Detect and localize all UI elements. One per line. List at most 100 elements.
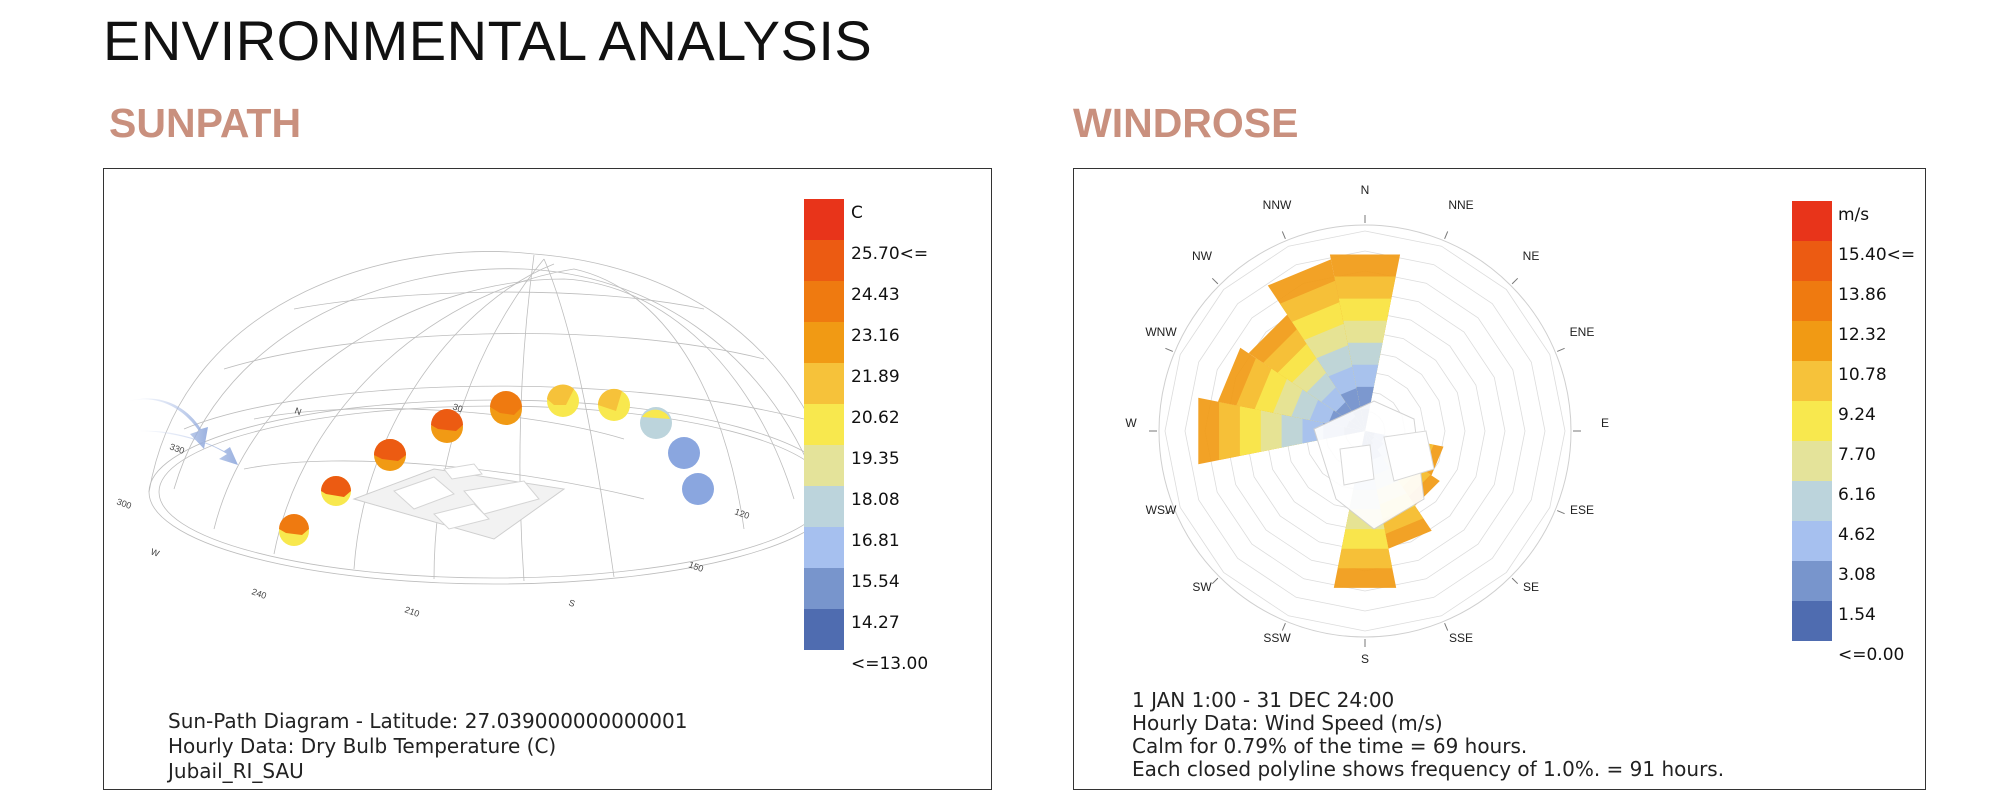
legend-swatch <box>1792 521 1832 561</box>
direction-tick <box>1211 577 1219 585</box>
sun-marker <box>279 514 309 546</box>
sunpath-legend-label: 14.27 <box>851 613 900 633</box>
sun-marker <box>374 439 406 471</box>
legend-swatch <box>804 445 844 486</box>
legend-swatch <box>1792 281 1832 321</box>
legend-swatch <box>1792 441 1832 481</box>
windrose-legend-label: 15.40<= <box>1838 245 1916 265</box>
legend-swatch <box>804 486 844 527</box>
sunpath-caption: Hourly Data: Dry Bulb Temperature (C) <box>168 734 557 758</box>
direction-label: NW <box>1192 249 1213 263</box>
legend-swatch <box>1792 361 1832 401</box>
direction-tick <box>1165 510 1173 515</box>
windrose-caption: Hourly Data: Wind Speed (m/s) <box>1132 711 1443 735</box>
sunpath-caption: Sun-Path Diagram - Latitude: 27.03900000… <box>168 709 688 733</box>
sunpath-diagram: N 330 300 W 240 210 S 150 120 30 <box>115 199 844 650</box>
direction-label: ENE <box>1570 325 1595 339</box>
legend-swatch <box>1792 481 1832 521</box>
sunpath-section-title: SUNPATH <box>109 100 302 146</box>
direction-label: E <box>1601 416 1609 430</box>
windrose-legend <box>1792 201 1832 641</box>
azimuth-labels: N 330 300 W 240 210 S 150 120 30 <box>115 401 751 619</box>
legend-swatch <box>1792 561 1832 601</box>
legend-swatch <box>804 281 844 322</box>
sunpath-legend-label: 19.35 <box>851 449 900 469</box>
windrose-legend-label: 1.54 <box>1838 605 1876 625</box>
building-massing <box>352 463 566 540</box>
sunpath-legend <box>804 199 844 650</box>
legend-swatch <box>804 363 844 404</box>
legend-swatch <box>804 609 844 650</box>
sunpath-legend-label: 21.89 <box>851 367 900 387</box>
sunpath-caption: Jubail_RI_SAU <box>168 759 304 783</box>
legend-swatch <box>1792 201 1832 241</box>
frequency-ring <box>1164 230 1566 632</box>
windrose-caption: Each closed polyline shows frequency of … <box>1132 757 1725 781</box>
sun-marker <box>682 473 714 505</box>
windrose-legend-label: 13.86 <box>1838 285 1887 305</box>
windrose-panel: N NNE NE ENE E ESE SE SSE S SSW SW WSW W… <box>1073 168 1926 790</box>
windrose-caption: 1 JAN 1:00 - 31 DEC 24:00 <box>1132 688 1395 712</box>
azimuth-label: 300 <box>115 496 133 511</box>
windrose-section-title: WINDROSE <box>1073 100 1299 146</box>
legend-swatch <box>1792 241 1832 281</box>
windrose-building-massing <box>1313 400 1435 530</box>
windrose-legend-label: 12.32 <box>1838 325 1887 345</box>
direction-tick <box>1511 277 1519 285</box>
direction-label: NNW <box>1263 198 1292 212</box>
direction-tick <box>1511 577 1519 585</box>
direction-label: S <box>1361 652 1369 666</box>
sun-direction-arrow <box>129 398 238 465</box>
windrose-direction-labels: N NNE NE ENE E ESE SE SSE S SSW SW WSW W… <box>1125 183 1609 666</box>
direction-label: SSE <box>1449 631 1473 645</box>
direction-label: N <box>1361 183 1370 197</box>
azimuth-label: 150 <box>687 559 705 574</box>
sunpath-panel: N 330 300 W 240 210 S 150 120 30 C 25.7 <box>103 168 992 790</box>
azimuth-label: W <box>149 546 161 558</box>
windrose-direction-spokes <box>1149 215 1581 647</box>
legend-swatch <box>804 568 844 609</box>
frequency-ring <box>1204 270 1526 592</box>
windrose-legend-label: <=0.00 <box>1838 645 1905 665</box>
windrose-diagram: N NNE NE ENE E ESE SE SSE S SSW SW WSW W… <box>1125 183 1832 666</box>
windrose-legend-label: 9.24 <box>1838 405 1876 425</box>
direction-label: NE <box>1523 249 1540 263</box>
legend-swatch <box>804 240 844 281</box>
direction-tick <box>1281 231 1286 239</box>
windrose-legend-label: 3.08 <box>1838 565 1876 585</box>
windrose-legend-label: 4.62 <box>1838 525 1876 545</box>
sun-dome <box>148 251 840 585</box>
sun-marker <box>668 437 700 469</box>
azimuth-label: 330 <box>168 441 186 456</box>
azimuth-label: S <box>567 597 576 608</box>
sunpath-legend-label: <=13.00 <box>851 654 929 674</box>
sunpath-legend-label: 24.43 <box>851 285 900 305</box>
legend-swatch <box>1792 601 1832 641</box>
direction-tick <box>1444 231 1449 239</box>
azimuth-label: 240 <box>250 586 268 601</box>
sunpath-legend-label: 16.81 <box>851 531 900 551</box>
windrose-legend-label: 7.70 <box>1838 445 1876 465</box>
sunpath-legend-label: 15.54 <box>851 572 900 592</box>
direction-tick <box>1557 347 1565 352</box>
direction-label: W <box>1125 416 1137 430</box>
windrose-legend-unit: m/s <box>1838 205 1870 225</box>
direction-label: SE <box>1523 580 1539 594</box>
legend-swatch <box>804 404 844 445</box>
direction-tick <box>1165 347 1173 352</box>
legend-swatch <box>804 527 844 568</box>
sunpath-legend-label: 18.08 <box>851 490 900 510</box>
page-title: ENVIRONMENTAL ANALYSIS <box>103 9 873 72</box>
sun-marker <box>640 407 672 439</box>
legend-swatch <box>1792 321 1832 361</box>
direction-label: WSW <box>1146 503 1177 517</box>
sun-marker <box>321 476 351 506</box>
frequency-ring <box>1184 250 1546 612</box>
sunpath-legend-label: 23.16 <box>851 326 900 346</box>
windrose-legend-label: 6.16 <box>1838 485 1876 505</box>
direction-tick <box>1444 623 1449 631</box>
outer-ring <box>1158 224 1572 638</box>
legend-swatch <box>804 322 844 363</box>
azimuth-label: 120 <box>733 506 751 521</box>
azimuth-label: 210 <box>403 604 421 619</box>
